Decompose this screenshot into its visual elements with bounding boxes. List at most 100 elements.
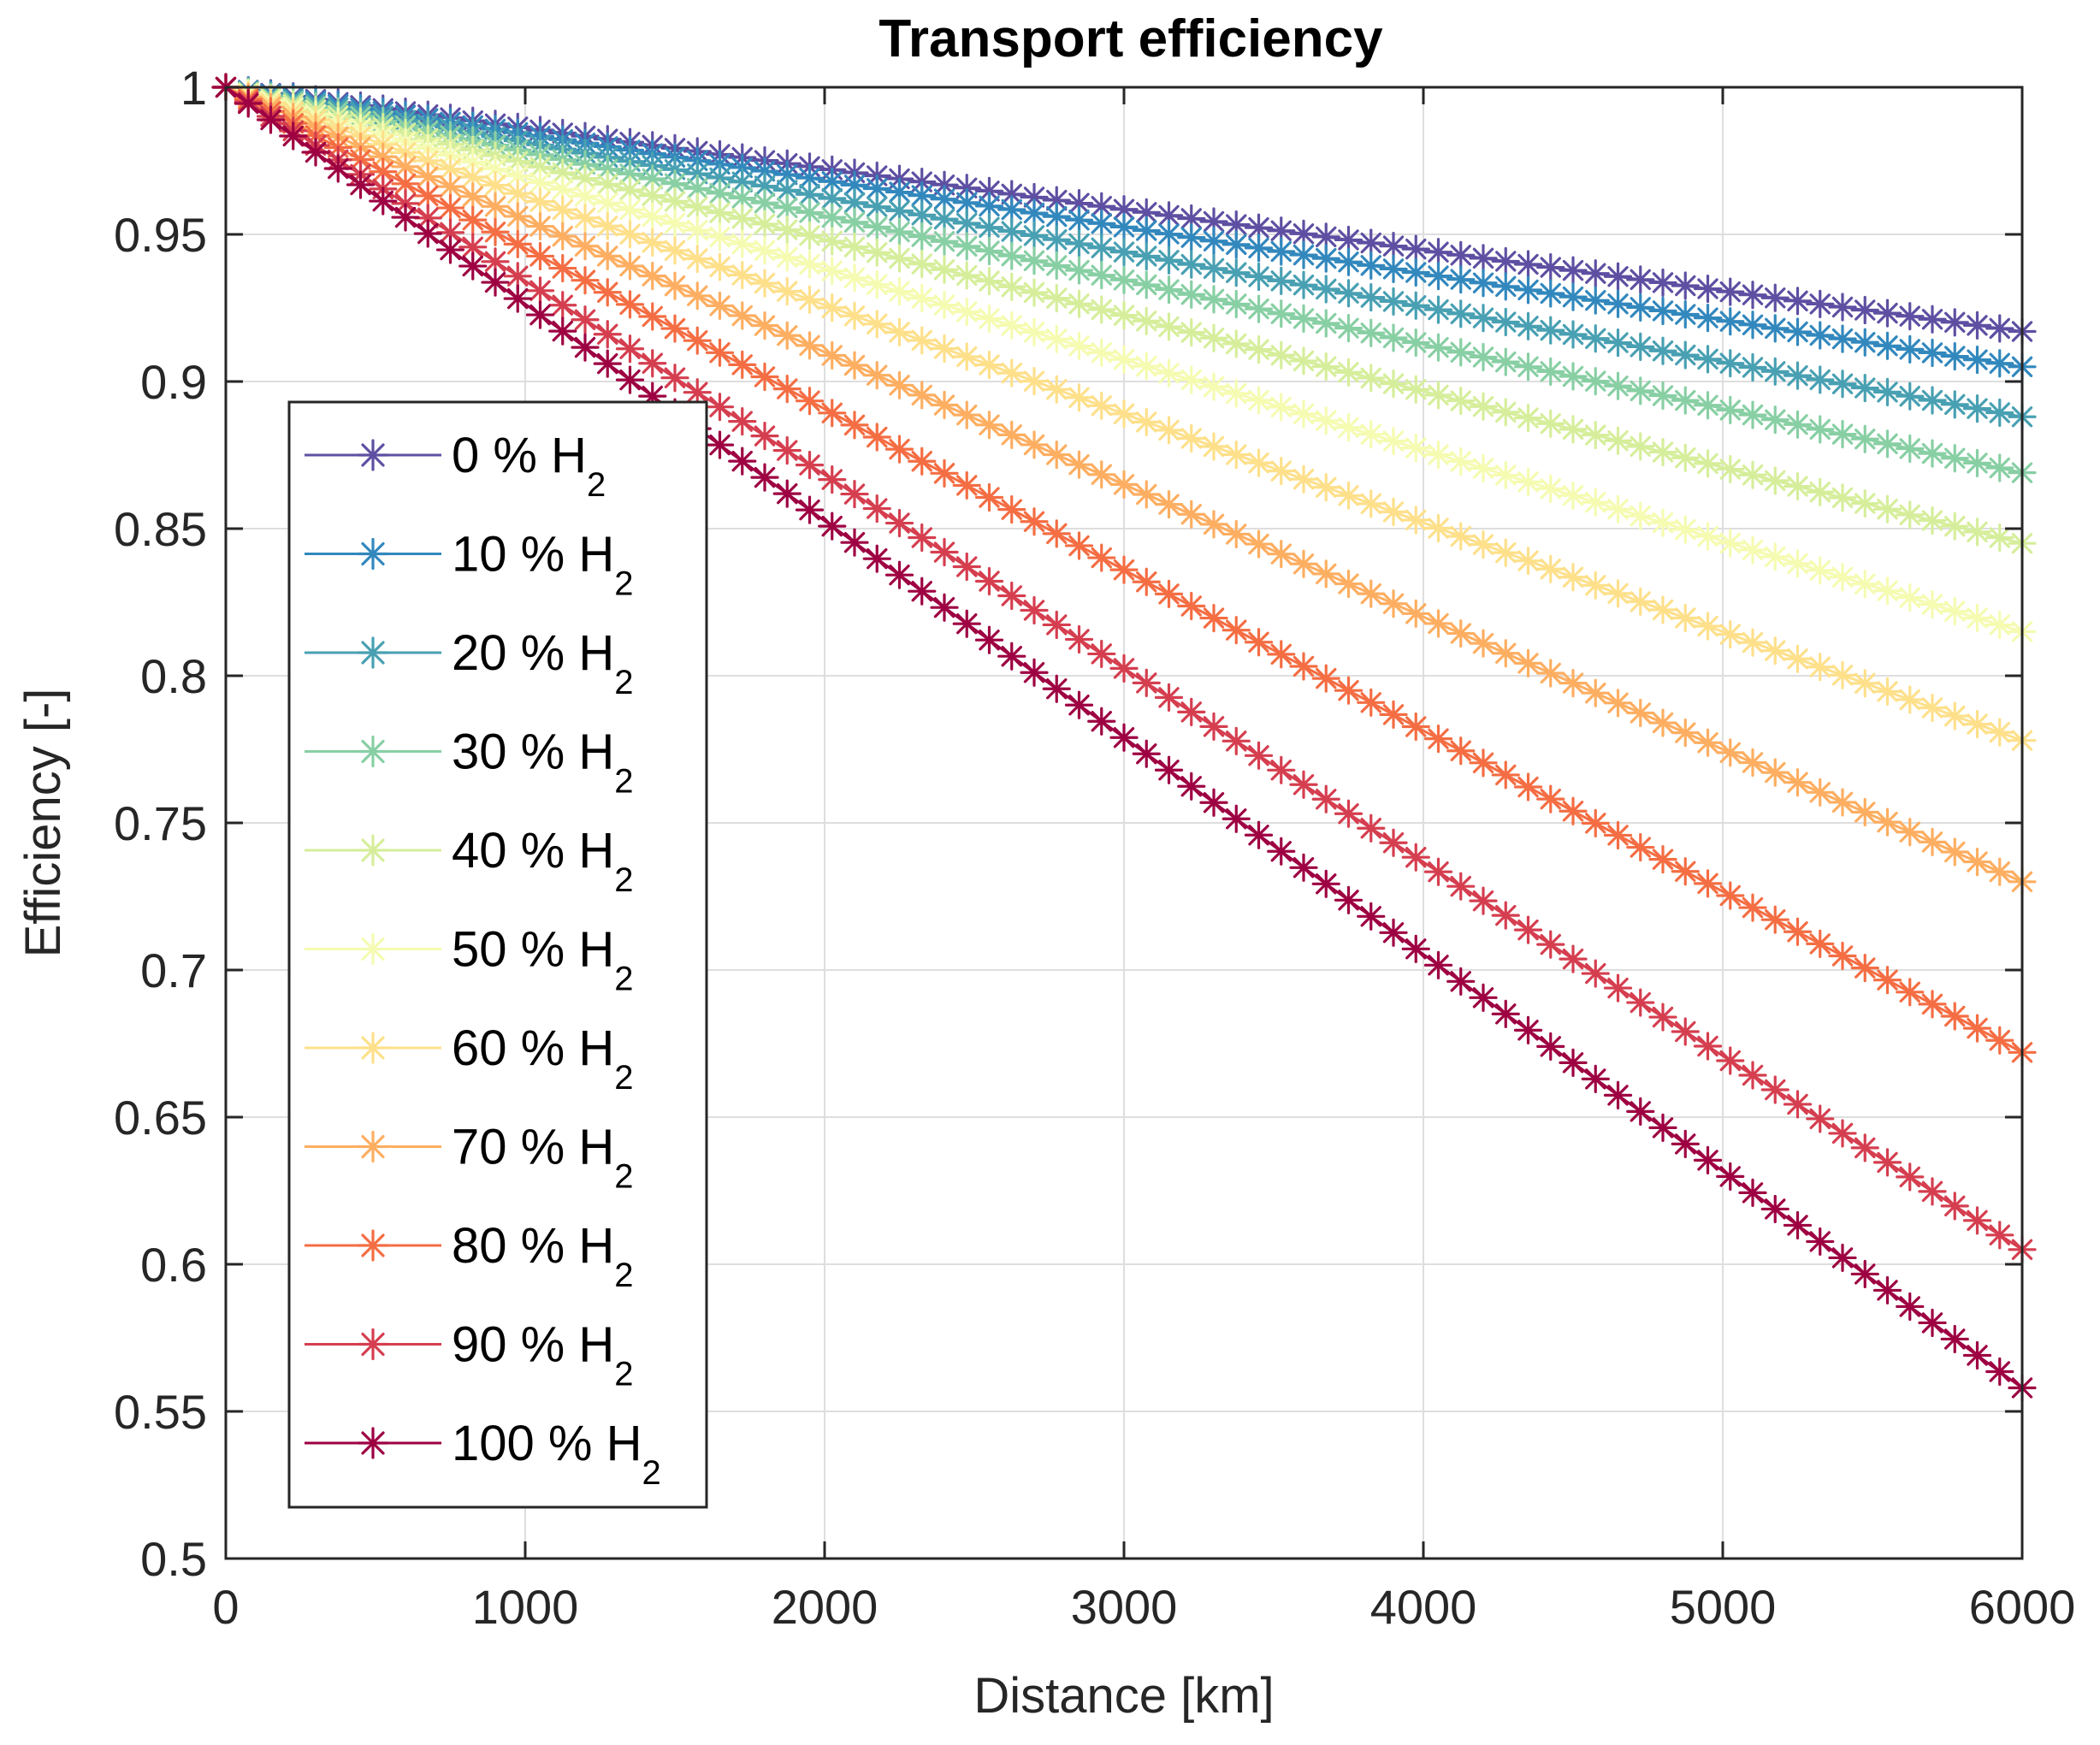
series-marker (750, 422, 779, 451)
series-marker (1042, 186, 1071, 215)
series-marker (1199, 712, 1228, 741)
series-marker (1267, 393, 1296, 422)
series-marker (1918, 1177, 1947, 1206)
series-marker (795, 331, 825, 360)
series-marker (952, 470, 981, 500)
series-marker (1199, 323, 1228, 352)
series-marker (1536, 659, 1565, 688)
series-marker (1469, 244, 1498, 273)
series-marker (818, 340, 847, 370)
series-marker (1962, 603, 1992, 633)
series-marker (908, 523, 937, 553)
series-marker (1311, 275, 1340, 304)
series-marker (795, 221, 825, 250)
legend-label-subscript: 2 (614, 1158, 633, 1196)
series-marker (1469, 983, 1498, 1012)
series-marker (1783, 287, 1813, 316)
series-marker (1806, 321, 1835, 350)
series-marker (1626, 988, 1655, 1017)
series-marker (1671, 603, 1700, 633)
y-tick-label: 0.85 (114, 502, 207, 556)
series-marker (1199, 788, 1228, 817)
series-marker (1603, 371, 1633, 400)
legend-label-text: 90 % H (452, 1317, 614, 1373)
series-marker (615, 220, 645, 249)
series-marker (1064, 205, 1094, 234)
series-marker (952, 261, 981, 290)
legend-label-text: 0 % H (452, 428, 587, 483)
series-marker (1334, 569, 1364, 599)
series-marker (1446, 386, 1476, 416)
series-marker (1289, 270, 1318, 299)
legend-label: 90 % H2 (452, 1317, 633, 1393)
series-marker (1491, 246, 1520, 276)
series-marker (952, 342, 981, 371)
series-marker (683, 326, 712, 355)
series-marker (1469, 304, 1498, 333)
legend-label-subscript: 2 (614, 961, 633, 998)
series-marker (369, 186, 398, 216)
series-marker (1423, 261, 1453, 291)
series-marker (728, 153, 757, 182)
series-marker (795, 451, 825, 480)
series-marker (615, 290, 645, 319)
x-tick-label: 2000 (772, 1580, 878, 1634)
series-marker (1850, 1259, 1879, 1289)
series-marker (705, 179, 735, 208)
y-tick-label: 0.5 (140, 1532, 207, 1586)
series-marker (1289, 853, 1318, 882)
series-marker (818, 512, 847, 541)
series-marker (1738, 535, 1767, 565)
series-marker (884, 217, 914, 246)
series-marker (1626, 432, 1655, 461)
series-marker (1850, 1133, 1879, 1162)
series-marker (908, 284, 937, 313)
series-marker (1401, 375, 1430, 404)
series-marker (1132, 739, 1161, 768)
series-marker (1828, 483, 1857, 512)
series-marker (930, 334, 959, 364)
series-marker (1132, 567, 1161, 596)
series-marker (1469, 886, 1498, 915)
series-marker (1806, 653, 1835, 682)
series-marker (548, 291, 577, 320)
series-marker (1109, 470, 1139, 500)
series-marker (1760, 636, 1789, 665)
legend-label: 80 % H2 (452, 1218, 633, 1294)
series-marker (1042, 674, 1071, 703)
series-marker (1760, 314, 1789, 343)
series-marker (1850, 488, 1879, 518)
series-marker (997, 311, 1026, 340)
legend-label-subscript: 2 (614, 861, 633, 899)
series-marker (1872, 494, 1902, 524)
series-marker (1064, 531, 1094, 560)
series-marker (1896, 334, 1925, 364)
series-marker (818, 293, 847, 322)
series-marker (1087, 209, 1116, 238)
series-marker (1289, 464, 1318, 494)
y-tick-label: 1 (180, 61, 207, 115)
series-marker (997, 358, 1026, 387)
series-marker (1940, 596, 1969, 626)
series-marker (1806, 477, 1835, 506)
series-marker (1267, 755, 1296, 784)
series-marker (974, 482, 1004, 512)
x-tick-label: 1000 (472, 1580, 579, 1634)
series-7 (211, 73, 2037, 896)
series-marker (728, 407, 757, 436)
series-marker (458, 205, 488, 234)
series-marker (1491, 760, 1520, 790)
legend-label-text: 60 % H (452, 1020, 614, 1076)
series-marker (1311, 473, 1340, 502)
series-marker (1154, 755, 1184, 784)
series-marker (1199, 510, 1228, 539)
series-marker (908, 326, 937, 355)
series-marker (1244, 741, 1274, 770)
series-marker (1289, 770, 1318, 799)
series-marker (1357, 283, 1386, 312)
series-marker (1087, 261, 1116, 290)
series-marker (1469, 453, 1498, 483)
series-marker (1311, 406, 1340, 435)
series-marker (1962, 448, 1992, 477)
